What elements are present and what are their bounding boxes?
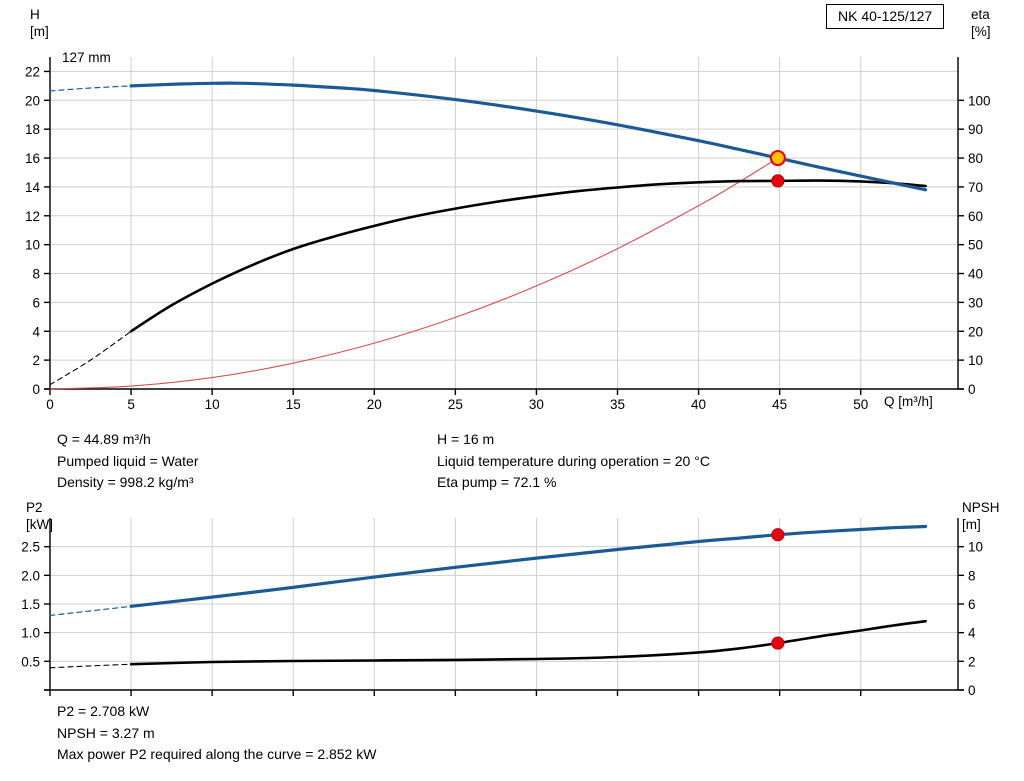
duty-point-p2 [771, 528, 785, 542]
p2-curve [129, 524, 928, 608]
p2-curve-dashed [49, 605, 132, 617]
right-tick-label: 50 [968, 238, 983, 253]
right-tick-label: 40 [968, 267, 983, 282]
x-tick-label: 15 [286, 397, 301, 412]
right-tick-label: 20 [968, 324, 983, 339]
left-tick-label: 1.5 [21, 597, 40, 612]
info-line-npsh: NPSH = 3.27 m [57, 724, 155, 741]
left-tick-label: 10 [25, 238, 40, 253]
x-tick-label: 0 [46, 397, 54, 412]
left-tick-label: 0.5 [21, 654, 40, 669]
system-curve [49, 157, 779, 390]
p2-axis-unit: [kW] [26, 517, 53, 532]
impeller-diameter-label: 127 mm [62, 50, 111, 65]
left-tick-label: 2 [32, 353, 40, 368]
x-tick-label: 45 [772, 397, 787, 412]
right-tick-label: 10 [968, 540, 983, 555]
x-tick-label: 35 [610, 397, 625, 412]
right-tick-label: 90 [968, 122, 983, 137]
x-tick-label: 50 [853, 397, 868, 412]
head-curve-dashed [49, 85, 132, 92]
info-line-eta: Eta pump = 72.1 % [437, 474, 557, 490]
npsh-axis-unit: [m] [962, 517, 981, 532]
x-tick-label: 30 [529, 397, 544, 412]
left-tick-label: 12 [25, 209, 40, 224]
x-tick-label: 10 [205, 397, 220, 412]
x-tick-label: 25 [448, 397, 463, 412]
x-tick-label: 5 [127, 397, 135, 412]
right-tick-label: 100 [968, 93, 991, 108]
right-tick-label: 0 [968, 382, 976, 397]
left-tick-label: 2.0 [21, 568, 40, 583]
npsh-axis-label: NPSH [962, 500, 1000, 515]
npsh-curve-dashed [49, 663, 132, 669]
duty-point-npsh [771, 636, 785, 650]
right-tick-label: 60 [968, 209, 983, 224]
right-tick-label: 80 [968, 151, 983, 166]
duty-info-left: Q = 44.89 m³/h Pumped liquid = Water Den… [57, 429, 199, 494]
eta-curve [129, 179, 927, 333]
left-tick-label: 1.0 [21, 626, 40, 641]
p2-axis-label: P2 [26, 500, 43, 515]
left-tick-label: 2.5 [21, 540, 40, 555]
duty-point-head [769, 149, 786, 167]
bottom-left-axis-title: P2 [kW] [26, 499, 53, 533]
left-tick-label: 6 [32, 295, 40, 310]
left-tick-label: 22 [25, 64, 40, 79]
info-line-density: Density = 998.2 kg/m³ [57, 474, 194, 490]
bottom-right-axis-title: NPSH [m] [962, 499, 1000, 533]
left-tick-label: 18 [25, 122, 40, 137]
right-tick-label: 0 [968, 683, 976, 698]
right-tick-label: 10 [968, 353, 983, 368]
right-tick-label: 2 [968, 654, 976, 669]
left-tick-label: 20 [25, 93, 40, 108]
right-tick-label: 6 [968, 597, 976, 612]
pump-model-box: NK 40-125/127 [826, 4, 945, 29]
right-tick-label: 4 [968, 626, 976, 641]
top-right-axis-title: eta [%] [971, 6, 991, 40]
q-axis-title: Q [m³/h] [884, 394, 933, 409]
info-line-p2: P2 = 2.708 kW [57, 703, 150, 719]
duty-point-eta [771, 174, 785, 188]
left-tick-label: 0 [32, 382, 40, 397]
info-line-maxpower: Max power P2 required along the curve = … [57, 746, 377, 762]
info-line-liquid: Pumped liquid = Water [57, 452, 199, 469]
duty-info-right: H = 16 m Liquid temperature during opera… [437, 429, 710, 494]
eta-axis-label: eta [971, 7, 990, 22]
left-tick-label: 8 [32, 267, 40, 282]
top-left-axis-title: H [m] [30, 6, 49, 40]
right-tick-label: 70 [968, 180, 983, 195]
info-line-temperature: Liquid temperature during operation = 20… [437, 452, 710, 469]
x-tick-label: 20 [367, 397, 382, 412]
right-tick-label: 30 [968, 295, 983, 310]
left-tick-label: 4 [32, 324, 40, 339]
eta-curve-dashed [49, 330, 132, 386]
power-info: P2 = 2.708 kW NPSH = 3.27 m Max power P2… [57, 701, 376, 766]
npsh-curve [129, 619, 927, 666]
eta-axis-unit: [%] [971, 24, 991, 39]
right-tick-label: 8 [968, 568, 976, 583]
h-axis-label: H [30, 7, 40, 22]
left-tick-label: 16 [25, 151, 40, 166]
info-line-q: Q = 44.89 m³/h [57, 431, 151, 447]
left-tick-label: 14 [25, 180, 41, 195]
info-line-h: H = 16 m [437, 431, 495, 447]
head-curve [129, 81, 928, 192]
x-tick-label: 40 [691, 397, 706, 412]
h-axis-unit: [m] [30, 24, 49, 39]
